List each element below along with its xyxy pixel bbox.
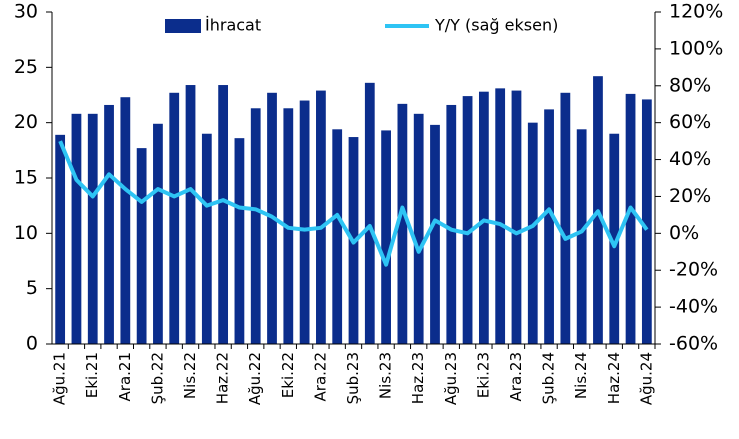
bar bbox=[381, 130, 391, 344]
bar bbox=[120, 97, 131, 344]
y-tick-label: 25 bbox=[14, 56, 38, 78]
bar bbox=[55, 134, 66, 344]
bar bbox=[397, 103, 408, 344]
y2-tick-label: 60% bbox=[669, 111, 711, 133]
y-tick-label: 30 bbox=[14, 1, 38, 23]
x-tick-label: Nis.24 bbox=[572, 352, 590, 399]
y2-tick-label: 0% bbox=[669, 222, 699, 244]
x-tick-label: Eki.23 bbox=[474, 352, 492, 398]
bar bbox=[169, 92, 180, 344]
legend-swatch bbox=[165, 19, 201, 33]
bar bbox=[104, 104, 114, 345]
bar bbox=[87, 113, 98, 345]
bar bbox=[609, 133, 620, 344]
x-tick-label: Ağu.22 bbox=[246, 352, 264, 405]
x-tick-label: Nis.22 bbox=[181, 352, 199, 399]
x-tick-label: Haz.22 bbox=[214, 352, 232, 404]
y2-tick-label: 20% bbox=[669, 185, 711, 207]
bar bbox=[413, 113, 424, 345]
y2-tick-label: 40% bbox=[669, 148, 711, 170]
bar bbox=[430, 124, 440, 344]
bar bbox=[446, 104, 457, 345]
bar bbox=[299, 100, 310, 345]
legend-label: İhracat bbox=[205, 16, 261, 35]
y2-tick-label: -20% bbox=[669, 259, 718, 281]
y2-tick-label: 100% bbox=[669, 37, 723, 59]
bar bbox=[364, 82, 375, 345]
y-tick-label: 5 bbox=[26, 277, 38, 299]
bar bbox=[316, 90, 326, 344]
bar bbox=[511, 90, 522, 344]
bar bbox=[560, 92, 571, 344]
bar bbox=[218, 85, 229, 344]
line bbox=[58, 140, 649, 267]
y-tick-label: 10 bbox=[14, 222, 38, 244]
y2-tick-label: -60% bbox=[669, 333, 718, 355]
y2-tick-label: 80% bbox=[669, 74, 711, 96]
x-tick-label: Eki.21 bbox=[83, 352, 101, 398]
bar bbox=[250, 108, 261, 344]
y-tick-label: 0 bbox=[26, 333, 38, 355]
bar bbox=[544, 109, 554, 345]
x-tick-label: Ara.21 bbox=[116, 352, 134, 401]
bar bbox=[462, 96, 473, 345]
y-tick-label: 20 bbox=[14, 111, 38, 133]
x-tick-label: Şub.24 bbox=[540, 352, 558, 404]
bar bbox=[201, 133, 212, 344]
x-tick-label: Ağu.23 bbox=[442, 352, 460, 405]
y-tick-label: 15 bbox=[14, 167, 38, 189]
x-tick-label: Ara.22 bbox=[311, 352, 329, 401]
x-tick-label: Şub.23 bbox=[344, 352, 362, 404]
x-tick-label: Ağu.21 bbox=[51, 352, 69, 405]
bar bbox=[478, 91, 489, 345]
x-tick-label: Haz.24 bbox=[605, 352, 623, 404]
legend-label: Y/Y (sağ eksen) bbox=[434, 16, 558, 35]
bar bbox=[136, 148, 147, 344]
bar bbox=[625, 93, 636, 344]
bar bbox=[527, 122, 538, 345]
bar bbox=[332, 129, 343, 344]
bar bbox=[495, 88, 506, 344]
x-tick-label: Nis.23 bbox=[377, 352, 395, 399]
bar bbox=[185, 85, 196, 344]
bar bbox=[234, 138, 245, 344]
x-tick-label: Şub.22 bbox=[148, 352, 166, 404]
y2-tick-label: 120% bbox=[669, 1, 723, 23]
bar bbox=[576, 129, 587, 344]
bar bbox=[153, 123, 163, 344]
bar bbox=[71, 113, 82, 345]
y2-tick-label: -40% bbox=[669, 296, 718, 318]
x-tick-label: Haz.23 bbox=[409, 352, 427, 404]
bar bbox=[641, 99, 652, 344]
x-tick-label: Ara.23 bbox=[507, 352, 525, 401]
x-tick-label: Eki.22 bbox=[279, 352, 297, 398]
x-tick-label: Ağu.24 bbox=[637, 352, 655, 405]
